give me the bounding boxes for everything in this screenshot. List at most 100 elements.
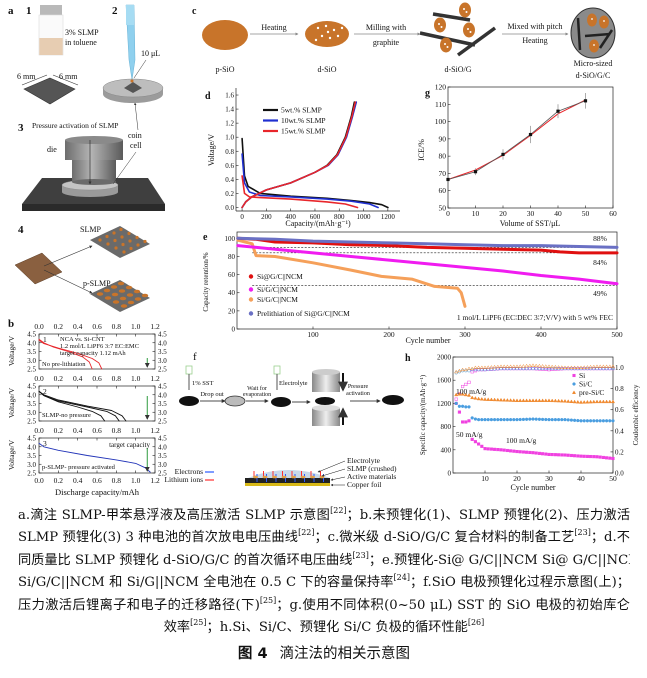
slmp-particle	[135, 235, 139, 240]
y-tick-label: 0.4	[225, 176, 234, 184]
pore	[467, 28, 469, 30]
y-tick-label: 0.0	[615, 470, 624, 478]
step-label: Milling with	[366, 23, 406, 32]
data-point	[592, 455, 596, 459]
p-slmp-particle	[118, 289, 126, 293]
data-point	[518, 450, 522, 454]
y-tick-label: 0	[232, 326, 236, 334]
data-point	[550, 366, 554, 371]
subplot-index: 1	[43, 335, 47, 344]
stage-label: d-SiO/G/C	[576, 71, 611, 80]
data-point	[562, 365, 568, 369]
stage-label: p-SiO	[215, 65, 234, 74]
data-point	[511, 398, 516, 402]
data-point	[579, 454, 583, 458]
caption-line: Si/G/C||NCM 和 Si/G||NCM 全电池在 0.5 C 下的容量保…	[18, 572, 630, 594]
x-tick-label: 0.6	[92, 322, 102, 331]
press-cylinders-icon	[312, 369, 348, 426]
y-tick-label: 60	[228, 271, 236, 279]
graphite-flake	[598, 29, 614, 49]
x-tick-label: 40	[577, 474, 585, 483]
data-point	[598, 399, 603, 404]
data-point	[569, 365, 574, 369]
x-tick-label: 0.8	[112, 476, 122, 485]
step-label: Heating	[522, 36, 547, 45]
data-point	[521, 398, 526, 402]
data-point	[604, 364, 609, 368]
data-point	[540, 417, 545, 422]
data-point	[480, 444, 484, 448]
y-tick-label: 3.0	[158, 409, 167, 417]
legend-electrons: Electrons	[175, 467, 203, 476]
x-axis-label: Cycle number	[405, 336, 450, 345]
data-point	[537, 451, 541, 455]
data-point	[499, 366, 503, 371]
data-point	[544, 417, 548, 422]
panel-c: c Heating Milling with graphite Mixed wi…	[192, 2, 616, 80]
data-point	[595, 366, 599, 371]
y-tick-label: 3.5	[27, 348, 36, 356]
data-point	[544, 366, 548, 371]
data-point	[489, 417, 494, 422]
caption-text: ；e.预锂化-Si@ G/C||NCM Si@ G/C||NCM、	[368, 552, 630, 568]
data-point	[473, 365, 478, 369]
pore	[340, 26, 344, 30]
p-slmp-particle	[104, 296, 112, 300]
data-point	[582, 365, 587, 369]
legend-label: Si/C	[579, 380, 592, 389]
sst-label: 1% SST	[192, 380, 214, 387]
pore	[603, 20, 605, 22]
y-tick-label: 50	[439, 204, 447, 213]
data-point	[502, 397, 507, 402]
data-point	[576, 418, 580, 423]
y-axis-label-right: Coulombic efficiency	[632, 384, 640, 445]
data-point	[550, 398, 555, 403]
caption-line: SLMP 预锂化(3) 3 种电池的首次放电电压曲线[22]；c.微米级 d-S…	[18, 527, 630, 549]
y-tick-label: 4.5	[158, 435, 167, 443]
x-tick-label: 200	[383, 330, 395, 339]
x-tick-label: 0.0	[34, 426, 44, 435]
x-tick-label: 20	[513, 474, 521, 483]
fit-line	[447, 99, 586, 180]
panel-label-e: e	[203, 232, 208, 243]
y-tick-label: 3.0	[158, 357, 167, 365]
data-point	[598, 364, 603, 368]
data-point	[537, 398, 542, 402]
caption-lines: a.滴注 SLMP-甲苯悬浮液及高压激活 SLMP 示意图[22]；b.未预锂化…	[18, 505, 630, 639]
data-point	[531, 451, 535, 455]
caption-line: 效率[25]；h.Si、Si/C、预锂化 Si/C 负极的循环性能[26]	[18, 617, 630, 639]
vial-icon	[38, 5, 64, 56]
y-tick-label: 40	[228, 289, 236, 297]
slmp-particle	[112, 231, 116, 235]
y-tick-label: 100	[225, 235, 236, 243]
caption-text: ；h.Si、Si/C、预锂化 Si/C 负极的循环性能	[206, 620, 468, 636]
data-point	[550, 417, 554, 422]
data-point	[572, 373, 576, 378]
pore	[328, 36, 332, 40]
data-point	[560, 417, 564, 422]
p-slmp-particle	[141, 293, 149, 298]
dropper-icon	[273, 365, 281, 390]
slmp-particle	[121, 242, 125, 247]
chart-b: b 0.0 0.2 0.4 0.6 0.8 1.0 1.22.53.03.54.04.52.5…	[7, 318, 167, 497]
data-point	[498, 364, 504, 368]
data-point	[514, 398, 520, 402]
slmp-crushed-particle	[300, 475, 306, 479]
data-point	[480, 368, 484, 372]
data-point	[518, 366, 522, 371]
step-number: 4	[18, 224, 24, 236]
data-point	[569, 453, 573, 458]
data-point	[563, 453, 567, 457]
citation-ref: [23]	[352, 550, 369, 560]
y-tick-label: 4.5	[27, 435, 36, 443]
y-tick-label: 0.8	[615, 385, 624, 393]
p-slmp-particles-sheet	[90, 280, 150, 312]
data-point	[528, 366, 532, 371]
slmp-particle	[113, 238, 117, 243]
y-tick-label: 2.5	[158, 418, 167, 426]
annotation: SLMP-no pressure	[42, 412, 91, 419]
data-point	[486, 365, 491, 369]
x-tick-label: 1.2	[150, 426, 160, 435]
data-point	[588, 419, 593, 423]
x-tick-label: 200	[261, 213, 272, 221]
